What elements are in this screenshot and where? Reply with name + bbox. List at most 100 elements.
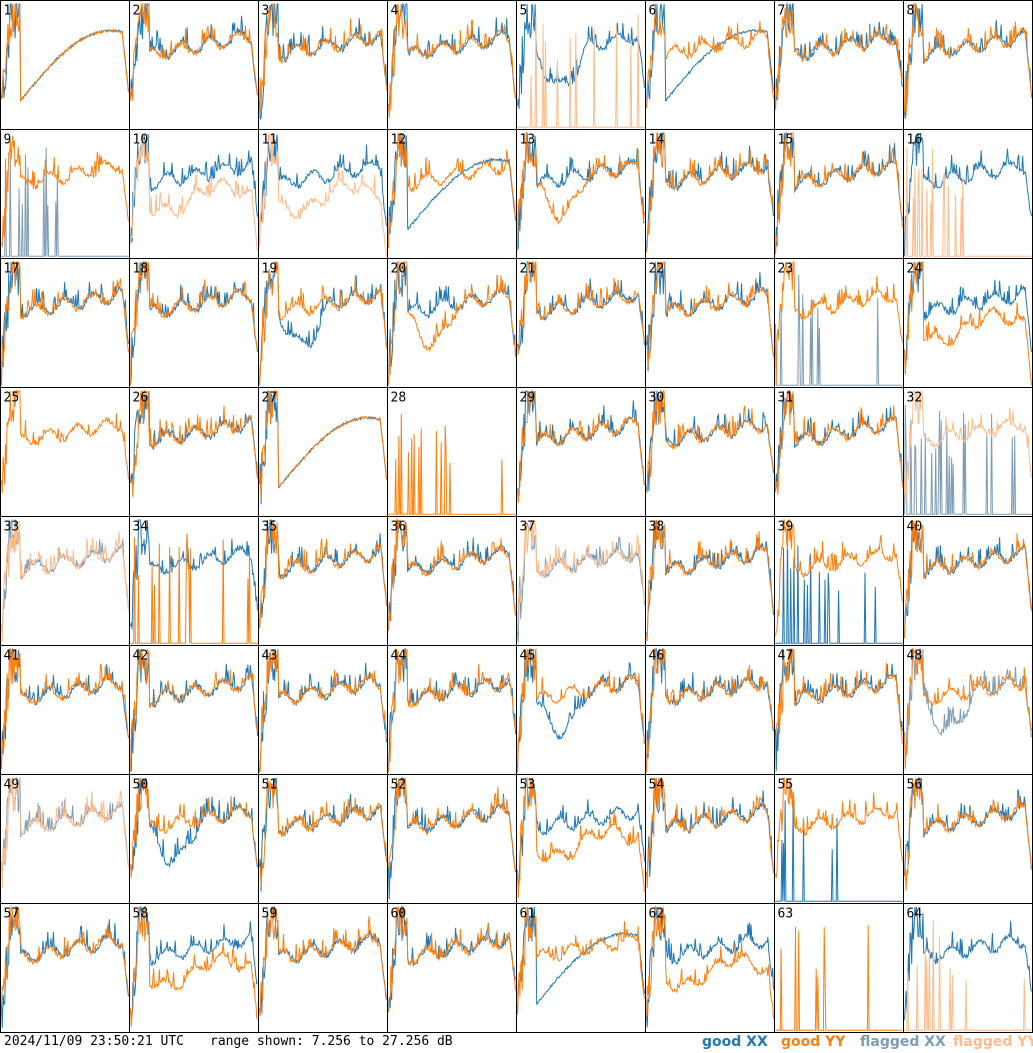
legend-good-xx: good XX [702,1034,768,1050]
good-xx-series [130,134,258,245]
tile-label: 14 [649,133,665,148]
good-yy-series [517,390,645,504]
good-yy-series [1,135,129,247]
tile-label: 23 [778,262,794,277]
tile-21: 21 [516,258,646,388]
tile-label: 46 [649,649,665,664]
good-xx-series [388,905,516,1013]
tile-54: 54 [645,774,775,904]
tile-58: 58 [129,903,259,1033]
tile-label: 5 [520,4,528,19]
good-xx-series [775,389,903,492]
tile-30: 30 [645,387,775,517]
good-yy-series [517,648,645,773]
tile-label: 18 [133,262,149,277]
good-yy-series [646,777,774,888]
good-xx-series [259,906,387,1014]
tile-39: 39 [774,516,904,646]
good-xx-series [259,3,387,120]
good-yy-series [904,777,1032,891]
tile-4: 4 [387,0,517,130]
tile-label: 17 [4,262,20,277]
good-yy-series [775,777,903,878]
tile-label: 9 [4,133,12,148]
good-yy-series [517,260,645,355]
tile-63: 63 [774,903,904,1033]
good-yy-series [130,260,258,386]
tile-35: 35 [258,516,388,646]
tile-label: 22 [649,262,665,277]
good-yy-series [1,648,129,770]
tile-label: 21 [520,262,536,277]
good-xx-series [775,3,903,110]
tile-label: 7 [778,4,786,19]
tile-46: 46 [645,645,775,775]
good-xx-series [517,3,645,109]
good-yy-series [388,3,516,119]
tile-label: 30 [649,391,665,406]
tile-11: 11 [258,129,388,259]
good-xx-series [775,648,903,771]
good-xx-series [904,906,1032,1020]
tile-2: 2 [129,0,259,130]
tile-29: 29 [516,387,646,517]
tile-48: 48 [903,645,1033,775]
good-yy-series [259,3,387,113]
flagged-yy-series [259,132,387,257]
tile-label: 50 [133,778,149,793]
tile-label: 64 [907,907,923,922]
tile-label: 32 [907,391,923,406]
good-yy-series [259,906,387,1017]
good-yy-series [775,390,903,495]
tile-23: 23 [774,258,904,388]
tile-37: 37 [516,516,646,646]
tile-label: 16 [907,133,923,148]
good-yy-series [130,777,258,879]
flagged-yy-series [904,389,1032,504]
tile-label: 44 [391,649,407,664]
good-yy-series [1,3,129,102]
tile-label: 42 [133,649,149,664]
tile-label: 25 [4,391,20,406]
tile-38: 38 [645,516,775,646]
tile-52: 52 [387,774,517,904]
good-yy-series [904,2,1032,117]
tile-28: 28 [387,387,517,517]
good-yy-series [259,777,387,887]
tile-label: 35 [262,520,278,535]
tile-51: 51 [258,774,388,904]
good-yy-series [775,3,903,110]
tile-label: 27 [262,391,278,406]
good-xx-series [646,390,774,492]
tile-label: 43 [262,649,278,664]
tile-10: 10 [129,129,259,259]
tile-label: 38 [649,520,665,535]
tile-label: 39 [778,520,794,535]
good-yy-series [646,648,774,773]
tile-25: 25 [0,387,130,517]
good-xx-series [388,261,516,386]
tile-label: 12 [391,133,407,148]
tile-3: 3 [258,0,388,130]
tile-9: 9 [0,129,130,259]
tile-label: 55 [778,778,794,793]
tile-40: 40 [903,516,1033,646]
good-xx-series [388,519,516,631]
flagged-xx-series [775,274,903,386]
good-yy-series [388,132,516,249]
good-yy-series [259,390,387,500]
tile-label: 41 [4,649,20,664]
good-xx-series [130,519,258,630]
good-yy-series [646,906,774,1019]
tile-label: 1 [4,4,12,19]
tile-49: 49 [0,774,130,904]
good-yy-series [130,2,258,102]
good-xx-series [388,132,516,249]
tile-43: 43 [258,645,388,775]
tile-label: 29 [520,391,536,406]
tile-label: 24 [907,262,923,277]
tile-6: 6 [645,0,775,130]
tile-15: 15 [774,129,904,259]
tile-label: 62 [649,907,665,922]
flagged-yy-series [130,132,258,250]
